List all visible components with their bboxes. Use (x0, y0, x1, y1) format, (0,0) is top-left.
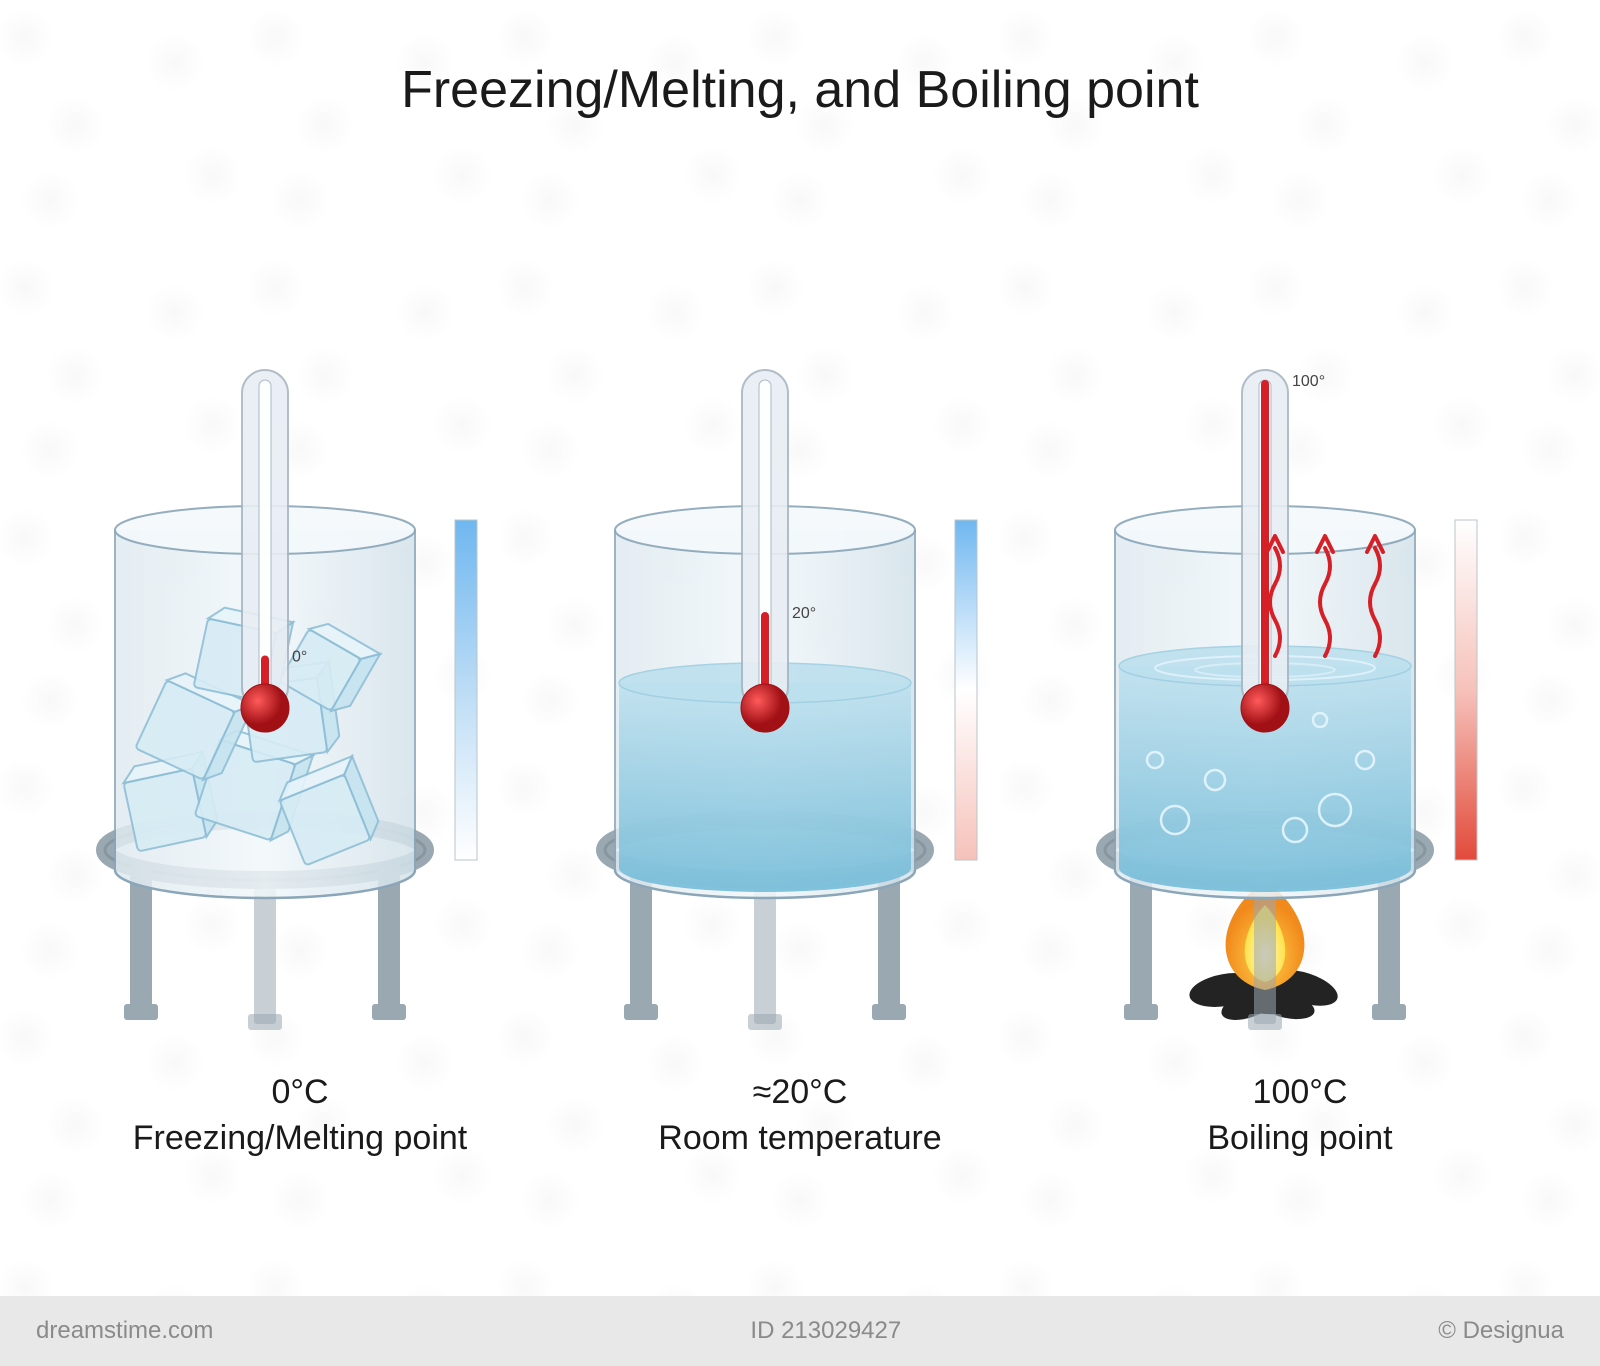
caption-freezing-temp: 0°C (60, 1070, 540, 1116)
panel-freezing-svg: 0° (60, 220, 540, 1040)
caption-freezing-label: Freezing/Melting point (60, 1116, 540, 1162)
footer-bar: dreamstime.com ID 213029427 © Designua (0, 1296, 1600, 1366)
svg-text:0°: 0° (292, 649, 307, 666)
footer-right: © Designua (1438, 1317, 1564, 1345)
caption-boiling: 100°C Boiling point (1060, 1070, 1540, 1162)
caption-boiling-temp: 100°C (1060, 1070, 1540, 1116)
caption-boiling-label: Boiling point (1060, 1116, 1540, 1162)
captions-row: 0°C Freezing/Melting point ≈20°C Room te… (60, 1070, 1540, 1162)
caption-room-label: Room temperature (560, 1116, 1040, 1162)
footer-left: dreamstime.com (36, 1317, 213, 1345)
footer-center: ID 213029427 (750, 1317, 901, 1345)
panel-boiling: 100° (1060, 220, 1540, 1040)
svg-text:100°: 100° (1292, 373, 1325, 390)
panel-boiling-svg: 100° (1060, 220, 1540, 1040)
page-title: Freezing/Melting, and Boiling point (0, 60, 1600, 120)
panel-room: 20° (560, 220, 1040, 1040)
svg-text:20°: 20° (792, 605, 816, 622)
caption-freezing: 0°C Freezing/Melting point (60, 1070, 540, 1162)
panel-room-svg: 20° (560, 220, 1040, 1040)
caption-room: ≈20°C Room temperature (560, 1070, 1040, 1162)
panels-row: 0° 20° 100° (60, 220, 1540, 1040)
caption-room-temp: ≈20°C (560, 1070, 1040, 1116)
panel-freezing: 0° (60, 220, 540, 1040)
